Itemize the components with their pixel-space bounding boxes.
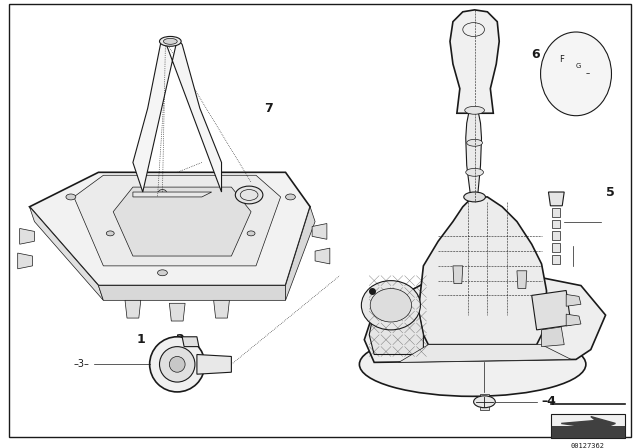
Polygon shape xyxy=(548,192,564,206)
Polygon shape xyxy=(133,39,221,192)
Ellipse shape xyxy=(370,289,412,322)
Bar xyxy=(479,394,490,409)
Circle shape xyxy=(159,347,195,382)
Text: F: F xyxy=(559,55,564,64)
Polygon shape xyxy=(170,303,185,321)
Polygon shape xyxy=(133,192,212,197)
Polygon shape xyxy=(113,187,251,256)
Bar xyxy=(552,255,560,264)
Polygon shape xyxy=(312,224,327,239)
Polygon shape xyxy=(18,253,33,269)
Polygon shape xyxy=(566,294,581,306)
Polygon shape xyxy=(29,172,310,285)
Polygon shape xyxy=(197,354,232,374)
Polygon shape xyxy=(566,314,581,326)
Ellipse shape xyxy=(163,39,177,44)
Polygon shape xyxy=(125,300,141,318)
Text: –4: –4 xyxy=(541,395,556,408)
Text: 2: 2 xyxy=(176,333,184,346)
Text: 00127362: 00127362 xyxy=(571,443,605,448)
Polygon shape xyxy=(99,285,285,300)
Polygon shape xyxy=(466,113,481,197)
Polygon shape xyxy=(285,207,315,300)
Polygon shape xyxy=(20,228,35,244)
Ellipse shape xyxy=(360,332,586,396)
Ellipse shape xyxy=(362,280,420,330)
Polygon shape xyxy=(561,417,616,433)
Ellipse shape xyxy=(285,194,296,200)
Ellipse shape xyxy=(467,139,483,146)
Polygon shape xyxy=(182,337,199,347)
Polygon shape xyxy=(74,175,280,266)
Polygon shape xyxy=(29,207,104,300)
Ellipse shape xyxy=(247,231,255,236)
Bar xyxy=(552,220,560,228)
Polygon shape xyxy=(315,248,330,264)
Ellipse shape xyxy=(541,32,611,116)
Text: 7: 7 xyxy=(264,102,273,115)
Ellipse shape xyxy=(66,194,76,200)
Ellipse shape xyxy=(157,270,168,276)
Bar xyxy=(552,243,560,252)
Text: –3–: –3– xyxy=(74,359,90,369)
Ellipse shape xyxy=(474,396,495,408)
Polygon shape xyxy=(517,271,527,289)
Bar xyxy=(552,232,560,240)
Polygon shape xyxy=(399,345,571,362)
Ellipse shape xyxy=(106,231,114,236)
Polygon shape xyxy=(214,300,229,318)
Polygon shape xyxy=(419,197,547,345)
Circle shape xyxy=(170,357,185,372)
Circle shape xyxy=(150,337,205,392)
Polygon shape xyxy=(369,310,424,354)
Text: –: – xyxy=(586,69,590,78)
Text: 5: 5 xyxy=(605,185,614,198)
Ellipse shape xyxy=(464,192,485,202)
Polygon shape xyxy=(364,271,605,362)
Text: 1: 1 xyxy=(136,333,145,346)
Polygon shape xyxy=(450,10,499,113)
Ellipse shape xyxy=(466,168,483,176)
Text: G: G xyxy=(575,63,580,69)
Ellipse shape xyxy=(159,36,181,46)
Text: 6: 6 xyxy=(531,47,540,60)
Bar xyxy=(552,426,625,438)
Bar xyxy=(552,414,625,438)
Ellipse shape xyxy=(236,186,263,204)
Ellipse shape xyxy=(159,190,166,194)
Ellipse shape xyxy=(465,106,484,114)
Polygon shape xyxy=(453,266,463,284)
Polygon shape xyxy=(532,290,571,330)
Polygon shape xyxy=(541,327,564,347)
Bar xyxy=(552,208,560,217)
